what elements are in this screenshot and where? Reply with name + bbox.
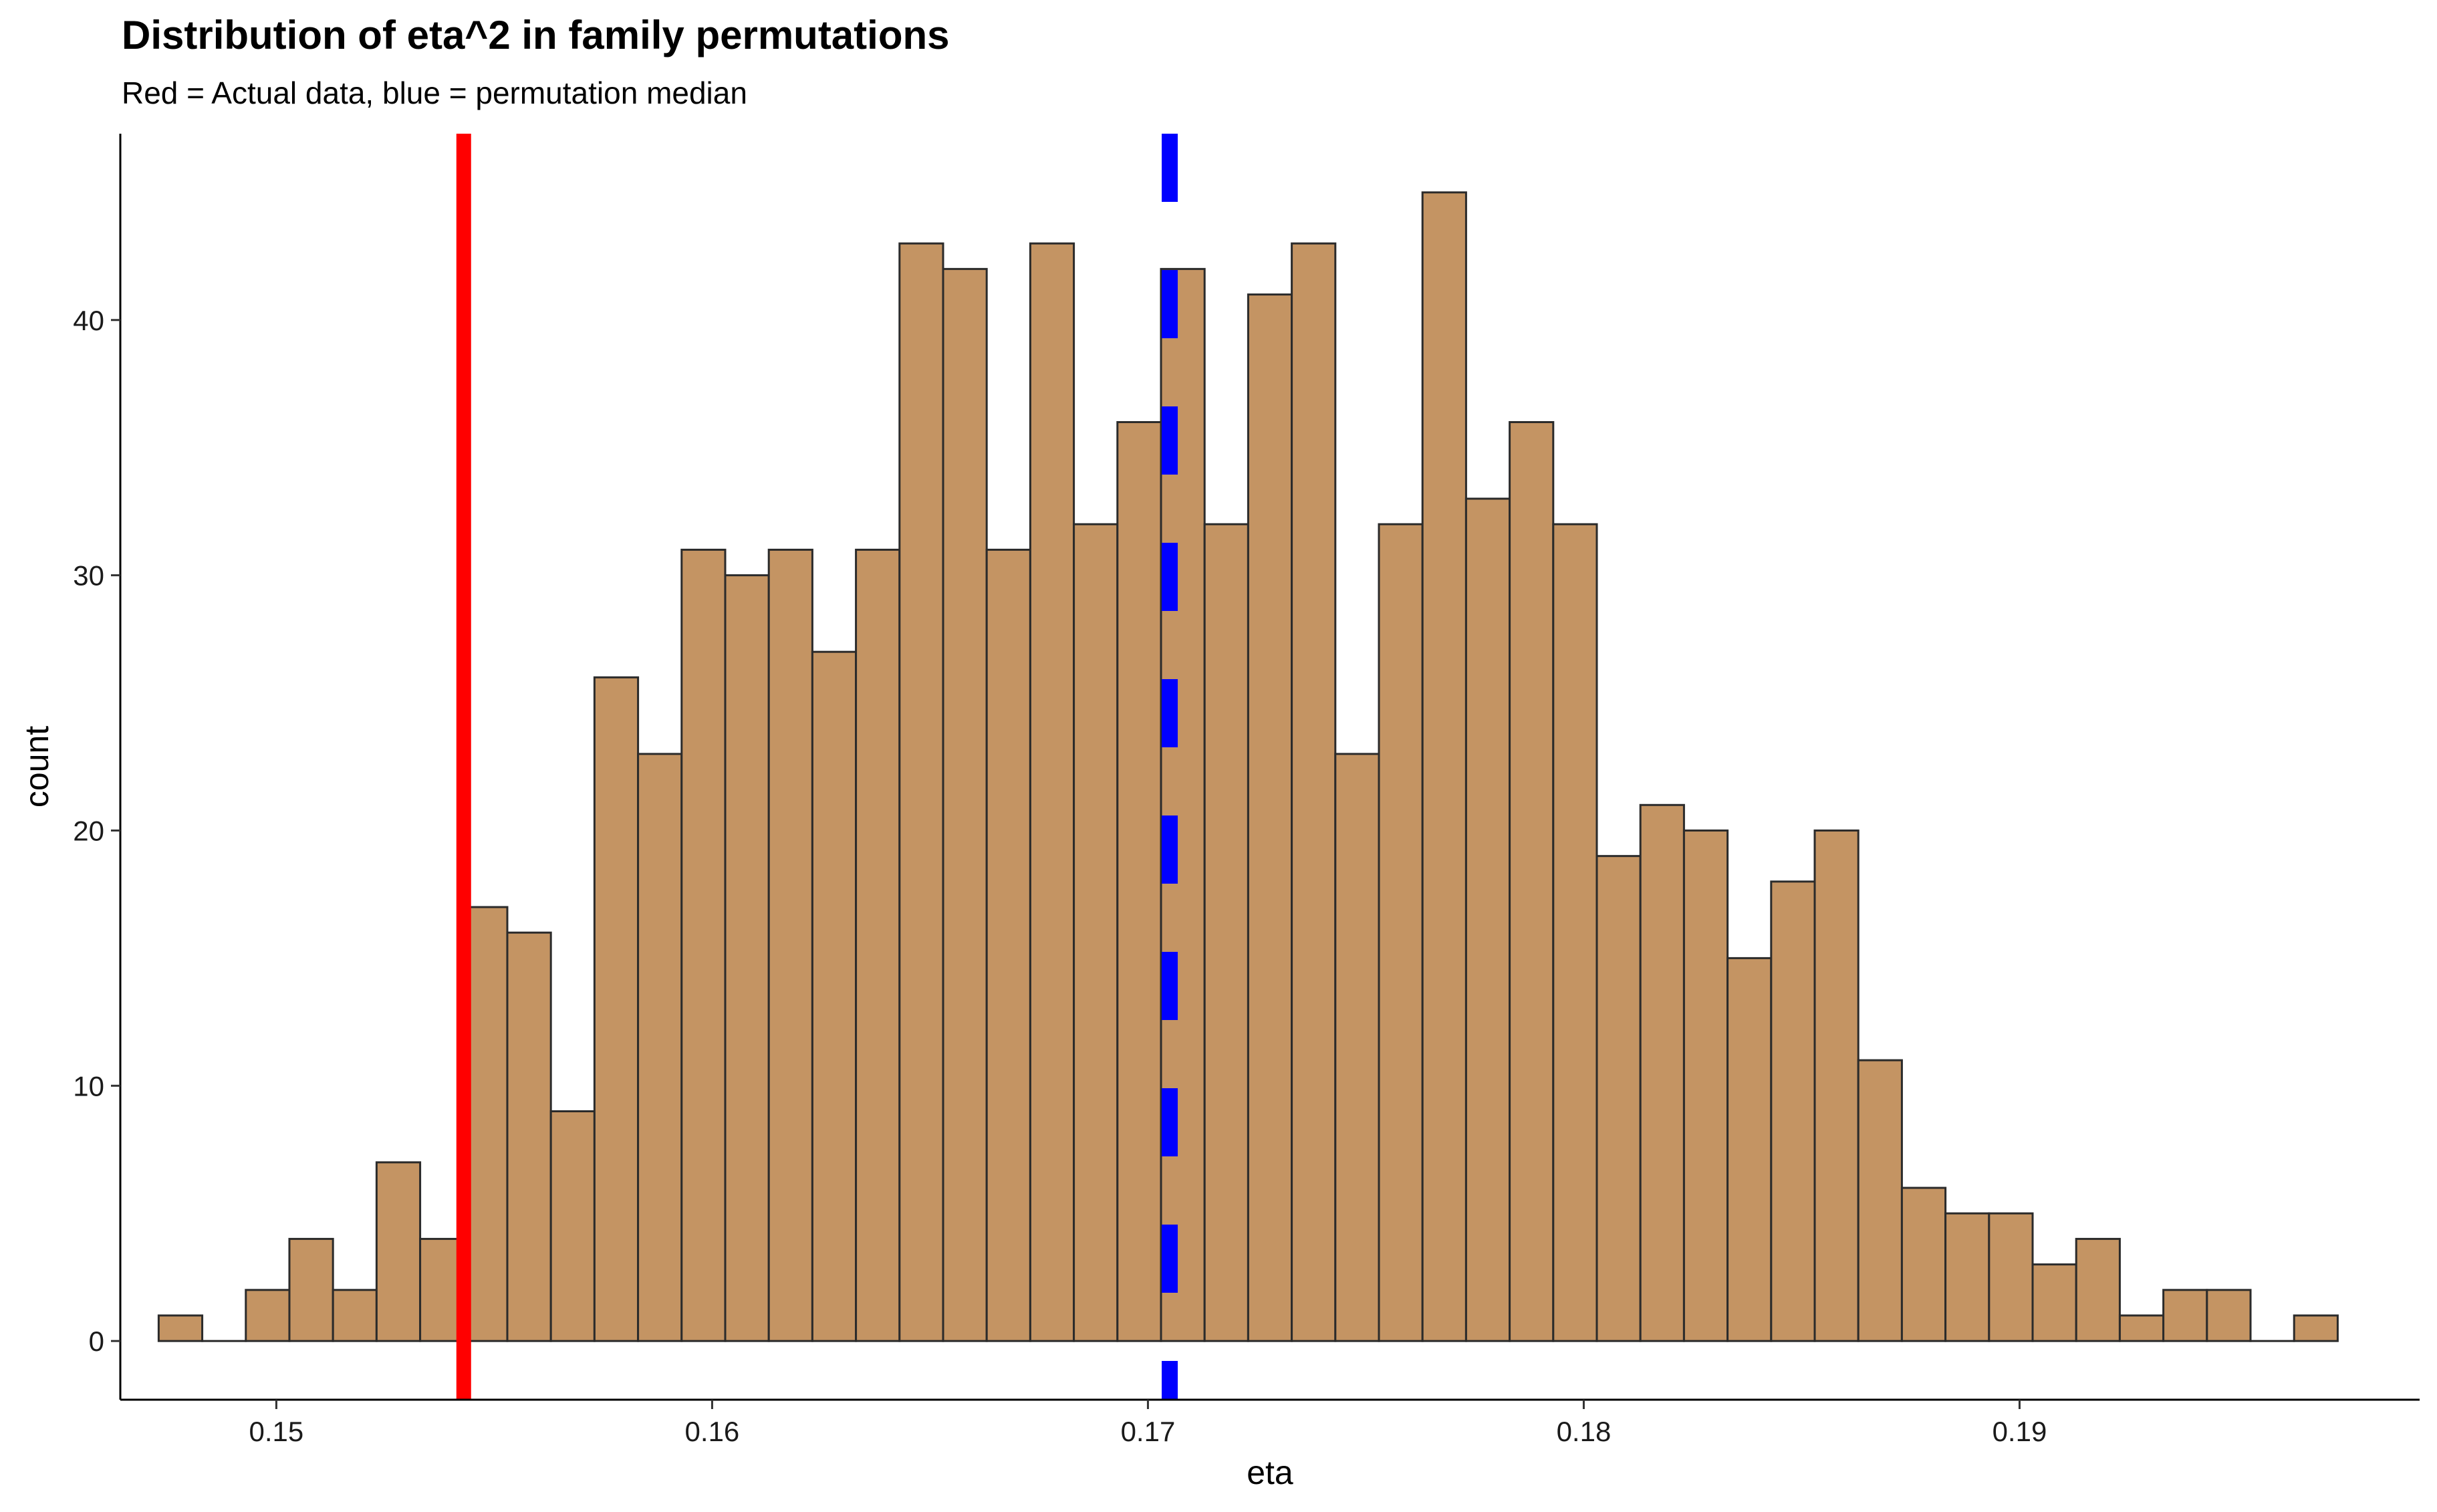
histogram-bar	[2293, 1314, 2339, 1342]
histogram-bar	[1857, 1059, 1903, 1342]
x-tick-label: 0.19	[1993, 1416, 2047, 1447]
histogram-bar	[1464, 497, 1511, 1342]
y-axis-title: count	[18, 726, 55, 807]
histogram-bar	[1116, 420, 1162, 1342]
histogram-bar	[1073, 523, 1119, 1342]
histogram-bar	[1378, 523, 1424, 1342]
histogram-bar	[1509, 420, 1555, 1342]
histogram-bar	[1334, 753, 1380, 1342]
histogram-bar	[1247, 293, 1293, 1342]
x-tick-label: 0.15	[249, 1416, 304, 1447]
histogram-bar	[985, 548, 1031, 1342]
histogram-bar	[332, 1289, 378, 1342]
histogram-bar	[1726, 957, 1773, 1342]
y-tick-label: 20	[73, 815, 104, 846]
histogram-bar	[724, 574, 770, 1342]
histogram-bar	[1291, 242, 1337, 1342]
histogram-bar	[288, 1237, 334, 1342]
histogram-bar	[855, 548, 901, 1342]
histogram-bar	[1421, 191, 1467, 1342]
histogram-bar	[1900, 1186, 1947, 1342]
histogram-bar	[637, 753, 683, 1342]
histogram-bar	[549, 1110, 596, 1342]
x-tick-label: 0.18	[1557, 1416, 1612, 1447]
histogram-bar	[375, 1161, 422, 1342]
chart-subtitle: Red = Actual data, blue = permutation me…	[122, 76, 747, 110]
histogram-bar	[157, 1314, 204, 1342]
histogram-bar	[1770, 880, 1816, 1342]
histogram-bars	[157, 191, 2339, 1342]
histogram-bar	[245, 1289, 291, 1342]
histogram-bar	[2118, 1314, 2165, 1342]
histogram-bar	[506, 931, 552, 1342]
histogram-bar	[2075, 1237, 2121, 1342]
histogram-bar	[2206, 1289, 2252, 1342]
histogram-bar	[1029, 242, 1075, 1342]
x-axis-ticks: 0.15 0.16 0.17 0.18 0.19	[249, 1400, 2047, 1447]
histogram-bar	[1988, 1212, 2034, 1342]
histogram-bar	[2162, 1289, 2208, 1342]
y-axis-ticks: 0 10 20 30 40	[73, 305, 120, 1357]
histogram-bar	[1203, 523, 1249, 1342]
histogram-bar	[593, 676, 640, 1342]
x-axis-title: eta	[1247, 1454, 1293, 1491]
histogram-bar	[1682, 829, 1729, 1342]
histogram-bar	[1639, 803, 1685, 1342]
histogram-bar	[680, 548, 727, 1342]
y-tick-label: 40	[73, 305, 104, 336]
histogram-bar	[942, 267, 988, 1342]
histogram-bar	[1944, 1212, 1991, 1342]
histogram-bar	[811, 650, 858, 1342]
histogram-bar	[1552, 523, 1598, 1342]
reference-lines	[456, 134, 1178, 1400]
histogram-bar	[767, 548, 813, 1342]
histogram-bar	[1595, 855, 1642, 1342]
x-tick-label: 0.16	[685, 1416, 740, 1447]
histogram-bar	[2031, 1263, 2077, 1342]
y-tick-label: 30	[73, 560, 104, 592]
histogram-bar	[898, 242, 944, 1342]
histogram-bar	[1813, 829, 1859, 1342]
x-tick-label: 0.17	[1121, 1416, 1176, 1447]
chart-title: Distribution of eta^2 in family permutat…	[122, 13, 950, 57]
y-tick-label: 10	[73, 1070, 104, 1102]
y-tick-label: 0	[89, 1326, 104, 1357]
